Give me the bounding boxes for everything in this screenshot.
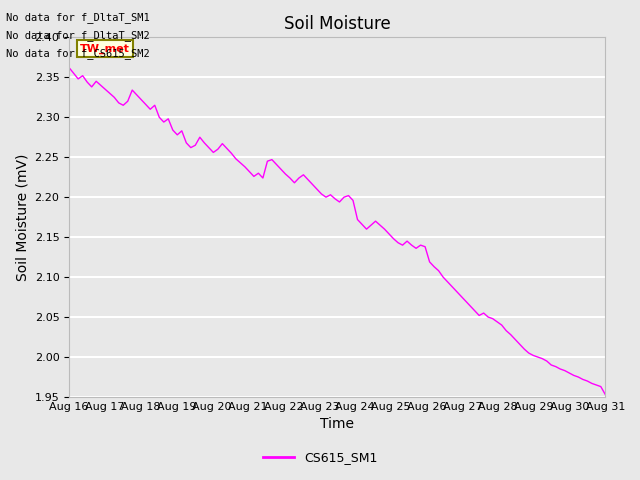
Legend: CS615_SM1: CS615_SM1 (258, 446, 382, 469)
Text: No data for f_DltaT_SM2: No data for f_DltaT_SM2 (6, 30, 150, 41)
Text: No data for f_CS615_SM2: No data for f_CS615_SM2 (6, 48, 150, 60)
Text: TW_met: TW_met (80, 44, 130, 54)
Y-axis label: Soil Moisture (mV): Soil Moisture (mV) (15, 154, 29, 281)
Title: Soil Moisture: Soil Moisture (284, 15, 390, 33)
Text: No data for f_DltaT_SM1: No data for f_DltaT_SM1 (6, 12, 150, 23)
X-axis label: Time: Time (320, 418, 354, 432)
